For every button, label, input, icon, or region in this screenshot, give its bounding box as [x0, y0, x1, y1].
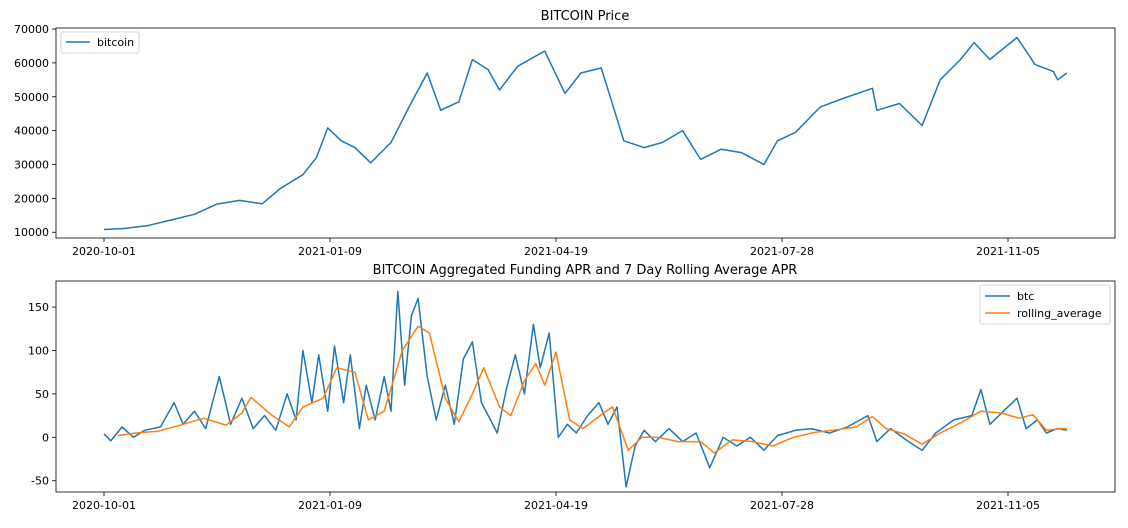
legend-label-bitcoin: bitcoin	[97, 36, 134, 49]
series-line-rolling-average	[117, 325, 1067, 454]
series-line-bitcoin	[103, 36, 1068, 231]
price-chart-y-tick-label: 50000	[14, 91, 49, 104]
funding-chart-y-tick-label: -50	[31, 475, 49, 488]
funding-chart-x-tick-label: 2021-04-19	[524, 499, 588, 512]
price-chart-x-tick-label: 2021-01-09	[298, 245, 362, 258]
price-chart-axes-frame	[55, 27, 1116, 239]
funding-chart-axes-frame	[55, 280, 1116, 493]
funding-chart-y-tick-label: 100	[28, 344, 49, 357]
price-chart-legend-box	[60, 31, 140, 54]
funding-chart-x-axis: 2020-10-01 2021-01-09 2021-04-19 2021-07-28…	[72, 492, 1040, 512]
price-chart-x-tick-label: 2021-04-19	[524, 245, 588, 258]
funding-chart-x-tick-label: 2021-11-05	[976, 499, 1040, 512]
legend-label-btc: btc	[1017, 290, 1034, 303]
funding-chart-legend: btc rolling_average	[979, 284, 1111, 325]
funding-chart-x-tick-label: 2021-01-09	[298, 499, 362, 512]
price-chart-y-tick-label: 10000	[14, 226, 49, 239]
price-chart-legend: bitcoin	[60, 31, 140, 54]
funding-chart-y-tick-label: 150	[28, 301, 49, 314]
funding-chart-y-tick-label: 50	[35, 388, 49, 401]
funding-chart-title: BITCOIN Aggregated Funding APR and 7 Day…	[373, 263, 798, 278]
funding-chart-y-tick-label: 0	[42, 431, 49, 444]
funding-chart: BITCOIN Aggregated Funding APR and 7 Day…	[28, 263, 1116, 512]
funding-chart-x-tick-label: 2021-07-28	[750, 499, 814, 512]
price-chart-x-tick-label: 2021-11-05	[976, 245, 1040, 258]
funding-chart-legend-box	[979, 284, 1111, 325]
price-chart-y-tick-label: 20000	[14, 192, 49, 205]
price-chart-y-tick-label: 70000	[14, 23, 49, 36]
price-chart-y-tick-label: 40000	[14, 125, 49, 138]
price-chart: BITCOIN Price 2020-10-01 2021-01-09 2021-0…	[14, 9, 1116, 258]
funding-chart-lines	[103, 290, 1067, 488]
price-chart-y-tick-label: 60000	[14, 57, 49, 70]
price-chart-title: BITCOIN Price	[541, 9, 630, 24]
funding-chart-x-tick-label: 2020-10-01	[72, 499, 136, 512]
legend-label-rolling-average: rolling_average	[1017, 307, 1102, 320]
price-chart-x-tick-label: 2020-10-01	[72, 245, 136, 258]
price-chart-lines	[103, 36, 1068, 231]
funding-chart-y-axis: -50 0 50 100 150	[28, 301, 56, 488]
series-line-btc	[103, 290, 1067, 488]
price-chart-y-tick-label: 30000	[14, 159, 49, 172]
price-chart-x-tick-label: 2021-07-28	[750, 245, 814, 258]
price-chart-y-axis: 10000 20000 30000 40000 50000 60000 70000	[14, 23, 56, 239]
price-chart-x-axis: 2020-10-01 2021-01-09 2021-04-19 2021-07-28…	[72, 238, 1040, 258]
